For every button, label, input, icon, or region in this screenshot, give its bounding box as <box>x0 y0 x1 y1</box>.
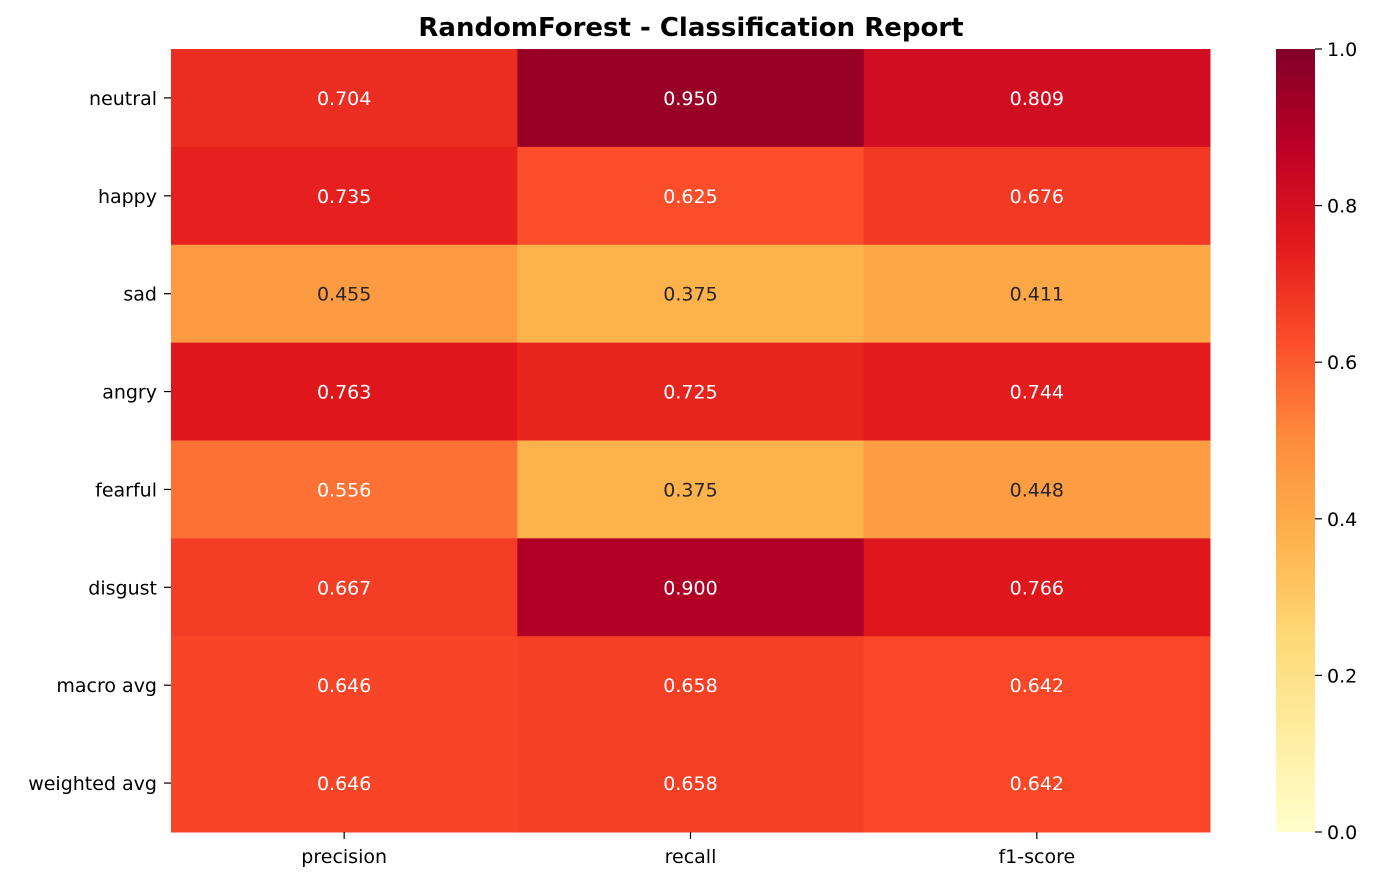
cell-value-label: 0.766 <box>1010 577 1064 599</box>
cell-value-label: 0.704 <box>317 88 371 110</box>
y-tick-label: happy <box>98 186 157 208</box>
cell-value-label: 0.676 <box>1010 186 1064 208</box>
cell-value-label: 0.375 <box>663 479 717 501</box>
y-tick-label: macro avg <box>56 675 157 697</box>
cell-value-label: 0.667 <box>317 577 371 599</box>
heatmap-cell <box>863 538 1211 637</box>
heatmap-cell <box>517 146 865 246</box>
cell-value-label: 0.625 <box>663 186 717 208</box>
heatmap-cell <box>863 734 1211 833</box>
y-tick-label: neutral <box>89 88 157 110</box>
cell-value-label: 0.658 <box>663 773 717 795</box>
cell-value-label: 0.411 <box>1010 284 1064 306</box>
heatmap-cell <box>863 440 1211 539</box>
heatmap-cell <box>171 244 518 344</box>
cell-value-label: 0.744 <box>1010 382 1064 404</box>
cell-value-label: 0.809 <box>1010 88 1064 110</box>
colorbar-tick-label: 0.4 <box>1327 509 1357 531</box>
colorbar-tick-label: 0.0 <box>1327 822 1357 844</box>
cell-value-label: 0.642 <box>1010 773 1064 795</box>
chart-title: RandomForest - Classification Report <box>418 13 963 43</box>
heatmap-cell <box>171 538 518 637</box>
cell-value-label: 0.455 <box>317 284 371 306</box>
y-tick-label: disgust <box>88 577 157 599</box>
heatmap-cell-labels: 0.704 0.950 0.809 0.735 0.625 0.676 0.455 0.375… <box>317 88 1064 795</box>
heatmap-cell <box>863 49 1211 148</box>
colorbar-axis: 0.0 0.2 0.4 0.6 0.8 1.0 <box>1315 39 1357 844</box>
x-axis: precision recall f1-score <box>301 832 1075 868</box>
cell-value-label: 0.448 <box>1010 479 1064 501</box>
heatmap-cell <box>863 146 1211 246</box>
heatmap-cell <box>863 244 1211 344</box>
colorbar <box>1276 49 1315 832</box>
cell-value-label: 0.735 <box>317 186 371 208</box>
colorbar-tick-label: 1.0 <box>1327 39 1357 61</box>
heatmap-cell <box>171 49 518 148</box>
x-tick-label: f1-score <box>998 846 1075 868</box>
x-tick-label: recall <box>665 846 717 868</box>
heatmap-cell <box>517 734 865 833</box>
heatmap-cell <box>171 440 518 539</box>
cell-value-label: 0.375 <box>663 284 717 306</box>
y-tick-label: angry <box>102 382 157 404</box>
y-tick-label: weighted avg <box>28 773 157 795</box>
heatmap-cells <box>171 49 1211 833</box>
heatmap-cell <box>517 636 865 735</box>
heatmap-cell <box>171 636 518 735</box>
y-axis: neutral happy sad angry fearful disgust macro … <box>28 88 171 795</box>
heatmap-cell <box>517 342 865 441</box>
cell-value-label: 0.556 <box>317 479 371 501</box>
y-tick-label: sad <box>123 284 157 306</box>
cell-value-label: 0.950 <box>663 88 717 110</box>
cell-value-label: 0.642 <box>1010 675 1064 697</box>
heatmap-cell <box>863 636 1211 735</box>
heatmap-cell <box>171 342 518 441</box>
cell-value-label: 0.646 <box>317 773 371 795</box>
heatmap-cell <box>517 538 865 637</box>
heatmap-cell <box>517 440 865 539</box>
x-tick-label: precision <box>301 846 387 868</box>
cell-value-label: 0.900 <box>663 577 717 599</box>
cell-value-label: 0.658 <box>663 675 717 697</box>
heatmap-cell <box>517 49 865 148</box>
cell-value-label: 0.725 <box>663 382 717 404</box>
heatmap-cell <box>863 342 1211 441</box>
colorbar-tick-label: 0.6 <box>1327 352 1357 374</box>
heatmap-cell <box>171 146 518 246</box>
cell-value-label: 0.763 <box>317 382 371 404</box>
heatmap-cell <box>517 244 865 344</box>
colorbar-tick-label: 0.8 <box>1327 196 1357 218</box>
heatmap-cell <box>171 734 518 833</box>
colorbar-tick-label: 0.2 <box>1327 665 1357 687</box>
cell-value-label: 0.646 <box>317 675 371 697</box>
y-tick-label: fearful <box>95 479 157 501</box>
